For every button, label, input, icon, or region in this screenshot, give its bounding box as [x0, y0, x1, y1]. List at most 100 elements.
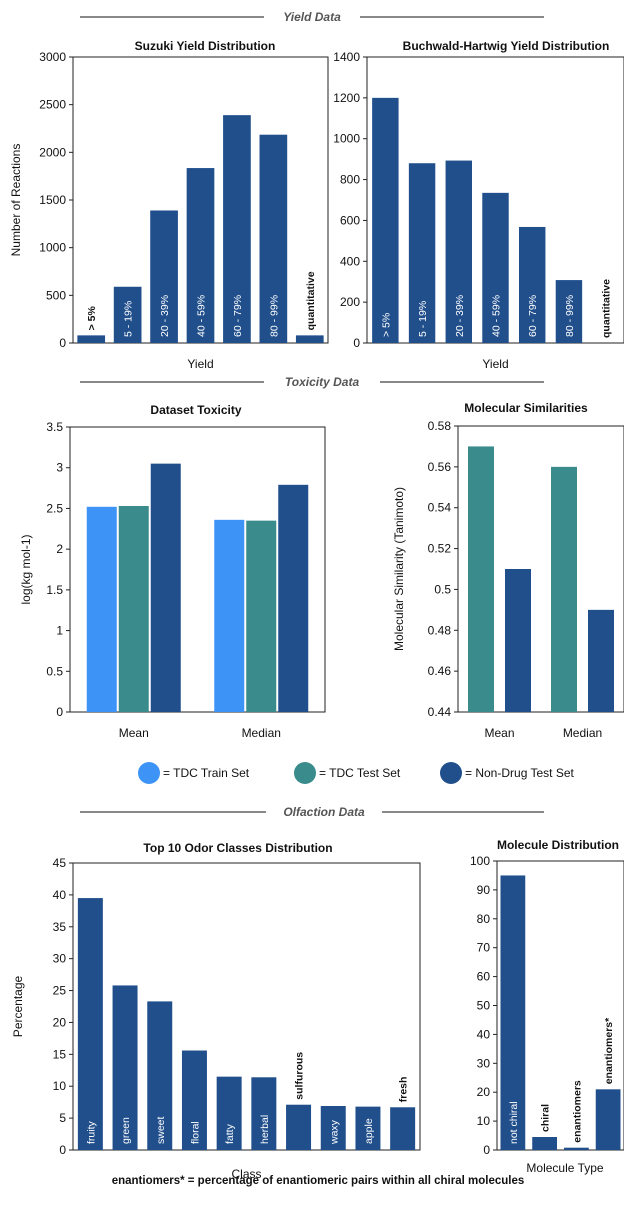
- legend-swatch-test: [294, 762, 316, 784]
- buchwald-hartwig-yield-chart: Buchwald-Hartwig Yield Distribution 0 200 4…: [333, 39, 624, 371]
- y-tick-label: 200: [340, 295, 360, 309]
- y-tick-label: 2500: [39, 98, 66, 112]
- section-title-yield: Yield Data: [283, 10, 341, 24]
- bar: [518, 226, 546, 343]
- bar-label: enantiomers: [571, 1080, 583, 1143]
- legend-item-test: = TDC Test Set: [294, 762, 401, 784]
- bar-label: 5 - 19%: [417, 301, 429, 337]
- plot-frame: [72, 862, 421, 1151]
- bar-label: waxy: [328, 1119, 340, 1145]
- bar: [445, 160, 473, 343]
- bar-label: quantitative: [601, 279, 613, 338]
- y-tick-label: 3.5: [46, 420, 63, 434]
- bar: [181, 1050, 207, 1150]
- bar: [482, 192, 509, 343]
- bar: [77, 898, 103, 1150]
- y-tick-label: 5: [59, 1111, 66, 1125]
- bar: [588, 609, 614, 712]
- plot-frame: [69, 426, 326, 713]
- bar-label: > 5%: [380, 313, 392, 337]
- y-tick-label: 1: [56, 624, 63, 638]
- x-tick-label: Median: [242, 726, 281, 740]
- bar: [223, 115, 251, 343]
- y-tick-label: 1000: [39, 241, 66, 255]
- y-tick-label: 3: [56, 461, 63, 475]
- legend-item-nondrug: = Non-Drug Test Set: [440, 762, 574, 784]
- bar-label: 20 - 39%: [159, 295, 171, 337]
- bar: [77, 335, 106, 343]
- legend-label-test: = TDC Test Set: [319, 766, 401, 780]
- y-axis-label: log(kg mol-1): [19, 534, 33, 604]
- y-tick-label: 2: [56, 542, 63, 556]
- bar-label: 40 - 59%: [196, 295, 208, 337]
- suzuki-yield-chart: Suzuki Yield Distribution 0 500 1000 1500 200…: [9, 39, 329, 371]
- bar-label: 20 - 39%: [454, 295, 466, 337]
- bar: [186, 168, 215, 343]
- y-tick-label: 30: [477, 1056, 491, 1070]
- bar: [408, 163, 436, 343]
- dataset-toxicity-chart: Dataset Toxicity 0 0.5 1 1.5 2 2.5 3 3.5 log(kg m…: [19, 403, 326, 740]
- y-tick-label: 0.44: [428, 705, 452, 719]
- bar-label: 60 - 79%: [232, 295, 244, 337]
- bar: [595, 1089, 621, 1150]
- y-tick-label: 90: [477, 883, 491, 897]
- y-tick-label: 1500: [39, 193, 66, 207]
- x-axis-label: Molecule Type: [526, 1161, 603, 1175]
- bar-label: 5 - 19%: [123, 301, 135, 337]
- y-tick-label: 80: [477, 912, 491, 926]
- bar: [259, 134, 288, 343]
- section-title-olfaction: Olfaction Data: [283, 805, 365, 819]
- y-tick-label: 0.56: [428, 460, 452, 474]
- section-header-toxicity: Toxicity Data: [80, 375, 544, 389]
- legend-item-train: = TDC Train Set: [138, 762, 250, 784]
- y-tick-label: 20: [477, 1085, 491, 1099]
- y-tick-label: 0: [59, 336, 66, 350]
- y-tick-label: 600: [340, 213, 360, 227]
- y-axis-label: Number of Reactions: [9, 144, 23, 257]
- bar-label: 80 - 99%: [564, 295, 576, 337]
- legend-swatch-nondrug: [440, 762, 462, 784]
- y-tick-label: 60: [477, 970, 491, 984]
- bar: [468, 446, 494, 712]
- bar: [286, 1104, 312, 1150]
- bar: [118, 505, 149, 712]
- bar: [150, 210, 178, 343]
- bar: [251, 1077, 277, 1150]
- bar: [295, 335, 324, 343]
- y-axis-label: Molecular Similarity (Tanimoto): [392, 487, 406, 651]
- bar: [86, 506, 117, 712]
- plot-frame: [457, 425, 624, 713]
- y-tick-label: 0.58: [428, 419, 452, 433]
- bar: [563, 1147, 589, 1150]
- bar-label: floral: [189, 1121, 201, 1144]
- chart-title: Dataset Toxicity: [150, 403, 241, 417]
- bar-label: sulfurous: [294, 1052, 306, 1100]
- bar-label: sweet: [155, 1116, 167, 1144]
- bar-label: apple: [363, 1118, 375, 1144]
- bar-label: fruity: [85, 1120, 97, 1144]
- chart-title: Buchwald-Hartwig Yield Distribution: [403, 39, 610, 53]
- y-tick-label: 50: [477, 999, 491, 1013]
- legend-label-nondrug: = Non-Drug Test Set: [465, 766, 574, 780]
- chart-title: Suzuki Yield Distribution: [135, 39, 276, 53]
- bar-label: herbal: [259, 1115, 271, 1144]
- section-header-olfaction: Olfaction Data: [80, 805, 544, 819]
- y-tick-label: 40: [477, 1027, 491, 1041]
- x-axis-label: Yield: [482, 357, 508, 371]
- y-tick-label: 25: [53, 984, 67, 998]
- bar-label: chiral: [540, 1104, 552, 1132]
- x-axis-label: Yield: [187, 357, 213, 371]
- y-tick-label: 800: [340, 173, 360, 187]
- y-tick-label: 1200: [333, 91, 360, 105]
- y-tick-label: 0: [56, 705, 63, 719]
- bar: [555, 280, 583, 343]
- bar: [246, 520, 277, 712]
- y-tick-label: 2000: [39, 145, 66, 159]
- y-tick-label: 0.5: [46, 664, 63, 678]
- y-tick-label: 0.52: [428, 542, 452, 556]
- legend-swatch-train: [138, 762, 160, 784]
- y-tick-label: 1.5: [46, 583, 63, 597]
- bar: [320, 1105, 346, 1150]
- bar: [112, 985, 138, 1150]
- footnote: enantiomers* = percentage of enantiomeri…: [112, 1175, 525, 1187]
